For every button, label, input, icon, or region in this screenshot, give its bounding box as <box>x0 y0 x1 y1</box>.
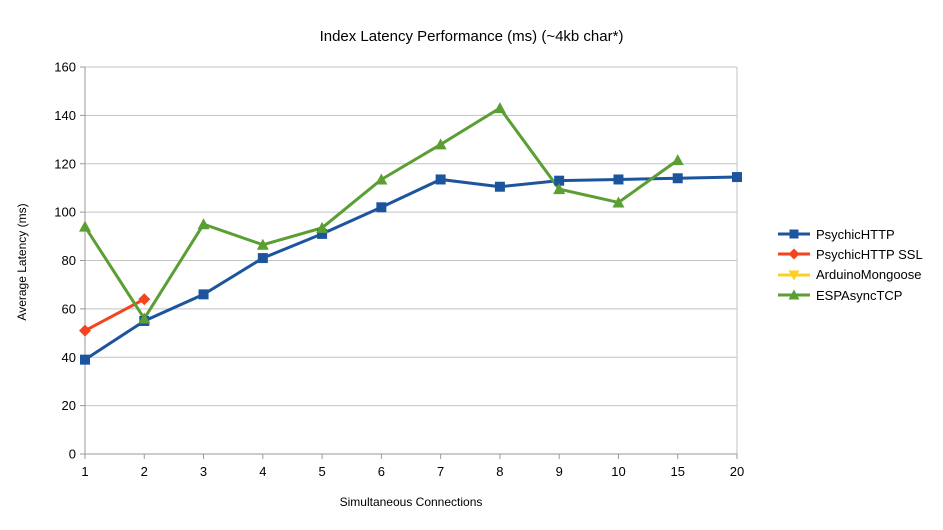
legend-marker-square-icon <box>778 229 810 239</box>
data-point-psychichttp <box>732 172 742 183</box>
y-tick-label: 120 <box>54 156 76 171</box>
legend-marker-psychichttp <box>789 229 799 239</box>
legend-label: ESPAsyncTCP <box>816 287 903 303</box>
data-point-espasynctcp <box>316 221 329 233</box>
legend-marker-triangle-up-icon <box>778 289 810 300</box>
y-tick-label: 100 <box>54 205 76 220</box>
x-tick-label: 6 <box>378 464 385 479</box>
x-tick-label: 8 <box>496 464 503 479</box>
legend-marker-psychichttp-ssl <box>788 248 800 260</box>
data-point-psychichttp-ssl <box>138 293 151 306</box>
data-point-psychichttp <box>257 253 268 264</box>
legend-marker-triangle-down-icon <box>778 270 810 281</box>
legend-marker-diamond-icon <box>778 248 810 260</box>
series-line-espasynctcp <box>83 106 679 322</box>
legend-label: PsychicHTTP <box>816 226 895 242</box>
data-point-psychichttp <box>198 289 209 300</box>
data-point-psychichttp <box>613 174 624 185</box>
legend-entry-espasynctcp: ESPAsyncTCP <box>777 285 923 305</box>
legend-entry-psychichttp-ssl: PsychicHTTP SSL <box>777 244 923 264</box>
data-point-psychichttp <box>435 174 446 185</box>
x-tick-label: 5 <box>318 464 325 479</box>
data-point-psychichttp <box>80 354 90 365</box>
series-line-psychichttp <box>84 175 738 361</box>
legend: PsychicHTTP PsychicHTTP SSL ArduinoMongo… <box>777 224 923 305</box>
data-point-espasynctcp <box>434 138 447 150</box>
data-point-psychichttp <box>317 228 328 239</box>
data-point-psychichttp-ssl <box>79 324 91 337</box>
y-axis-title: Average Latency (ms) <box>15 203 29 321</box>
x-axis-title: Simultaneous Connections <box>339 495 483 509</box>
data-point-espasynctcp <box>375 173 388 185</box>
y-tick-label: 20 <box>62 398 76 413</box>
data-point-espasynctcp <box>256 238 269 250</box>
y-tick-label: 40 <box>62 350 76 365</box>
legend-label: PsychicHTTP SSL <box>816 246 923 262</box>
data-point-espasynctcp <box>553 183 566 195</box>
data-point-espasynctcp <box>671 154 684 166</box>
data-point-psychichttp <box>554 175 565 186</box>
x-tick-label: 9 <box>556 464 563 479</box>
chart-title: Index Latency Performance (ms) (~4kb cha… <box>319 28 624 45</box>
legend-marker-arduinomongoose <box>788 270 800 281</box>
y-tick-label: 80 <box>62 253 76 268</box>
data-point-espasynctcp <box>138 312 151 324</box>
x-tick-label: 2 <box>141 464 148 479</box>
data-point-psychichttp <box>494 181 505 192</box>
x-tick-label: 1 <box>81 464 88 479</box>
x-tick-label: 10 <box>611 464 625 479</box>
x-tick-label: 3 <box>200 464 207 479</box>
x-tick-label: 20 <box>730 464 744 479</box>
y-tick-label: 60 <box>62 301 76 316</box>
data-point-espasynctcp <box>612 196 625 208</box>
data-point-espasynctcp <box>493 102 506 114</box>
y-tick-label: 0 <box>69 447 76 462</box>
legend-entry-psychichttp: PsychicHTTP <box>777 224 923 244</box>
data-point-espasynctcp <box>79 220 91 232</box>
x-tick-label: 4 <box>259 464 266 479</box>
y-tick-label: 160 <box>54 60 76 75</box>
data-point-espasynctcp <box>197 218 210 230</box>
legend-marker-espasynctcp <box>788 289 800 300</box>
x-tick-label: 7 <box>437 464 444 479</box>
x-tick-label: 15 <box>670 464 684 479</box>
data-point-psychichttp <box>672 173 683 184</box>
legend-entry-arduinomongoose: ArduinoMongoose <box>777 265 923 285</box>
data-point-psychichttp <box>376 202 387 213</box>
legend-label: ArduinoMongoose <box>816 267 922 283</box>
y-tick-label: 140 <box>54 108 76 123</box>
